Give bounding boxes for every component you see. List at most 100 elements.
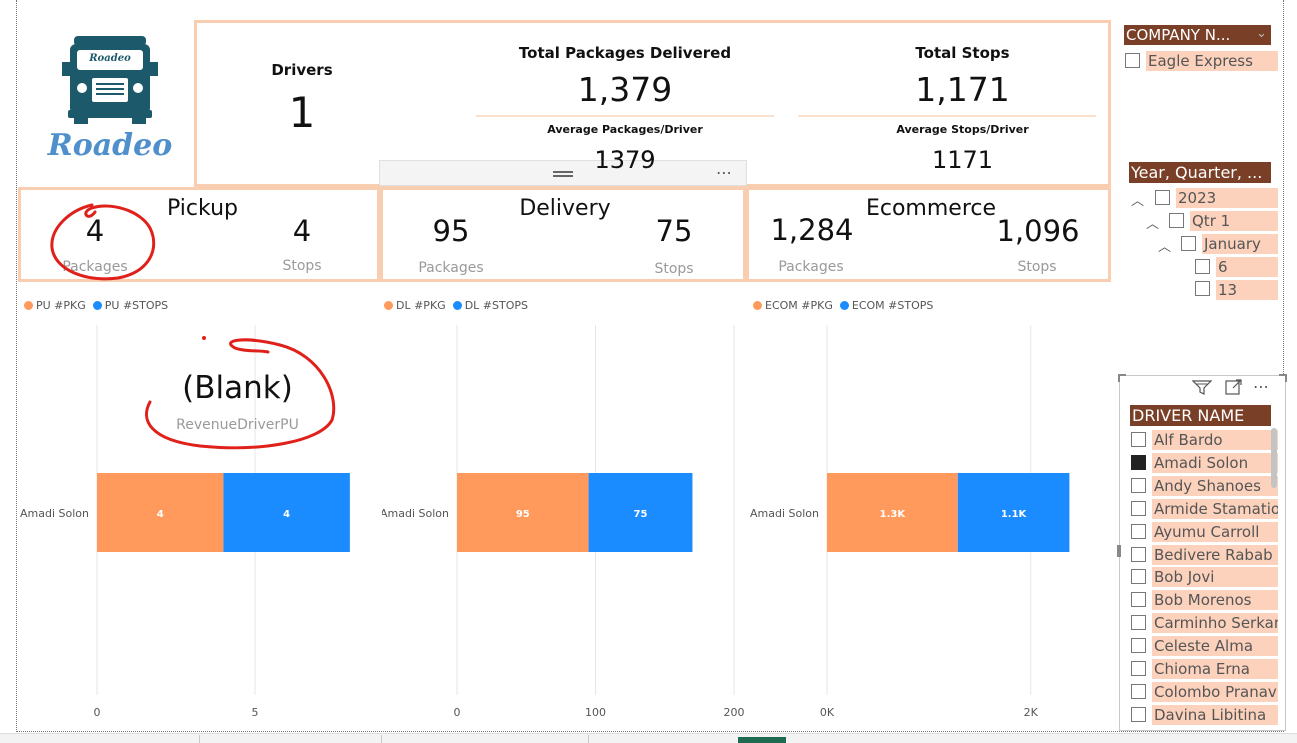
x-tick-label: 100: [585, 706, 606, 719]
driver-checkbox[interactable]: [1131, 615, 1146, 631]
driver-item[interactable]: Colombo Pranav: [1152, 681, 1278, 702]
bar-stops[interactable]: [588, 473, 693, 552]
ecommerce-title: Ecommerce: [865, 196, 997, 221]
driver-checkbox[interactable]: [1131, 500, 1146, 516]
pickup-title: Pickup: [167, 196, 238, 221]
bar-packages[interactable]: [97, 473, 224, 552]
delivery-stops-value: 75: [655, 214, 693, 248]
more-options-icon[interactable]: ⋯: [1253, 377, 1269, 396]
driver-checkbox[interactable]: [1131, 683, 1146, 699]
chevron-down-icon[interactable]: ⌄: [1256, 26, 1267, 41]
resize-handle[interactable]: [1117, 545, 1121, 557]
driver-item[interactable]: Amadi Solon: [1152, 452, 1278, 473]
quarter-checkbox[interactable]: [1169, 213, 1184, 228]
focus-mode-icon[interactable]: [1225, 379, 1243, 395]
drag-handle-icon[interactable]: [553, 171, 573, 177]
driver-checkbox[interactable]: [1131, 661, 1146, 676]
pickup-stops-value: 4: [292, 214, 312, 248]
collapse-quarter-icon[interactable]: ︿: [1146, 217, 1160, 232]
active-page-tab[interactable]: [738, 737, 786, 743]
delivery-packages-label: Packages: [418, 260, 484, 276]
slicer-item-day[interactable]: 6: [1216, 257, 1278, 277]
driver-item[interactable]: Carminho Serkan: [1152, 613, 1278, 634]
tab-separator: [199, 735, 200, 743]
delivery-packages-value: 95: [432, 214, 470, 248]
drivers-title: Drivers: [271, 61, 333, 79]
bar-data-label: 1.3K: [880, 509, 907, 520]
more-options-icon[interactable]: ⋯: [716, 163, 732, 182]
driver-checkbox[interactable]: [1131, 638, 1146, 654]
category-label: Amadi Solon: [20, 507, 89, 520]
collapse-month-icon[interactable]: ︿: [1158, 240, 1172, 255]
company-checkbox[interactable]: [1125, 53, 1140, 68]
driver-checkbox[interactable]: [1131, 546, 1146, 562]
day-checkbox[interactable]: [1195, 259, 1210, 274]
visual-header-toolbar[interactable]: ⋯: [379, 160, 747, 186]
x-tick-label: 0K: [820, 706, 835, 719]
slicer-item-month[interactable]: January: [1202, 234, 1278, 254]
driver-item[interactable]: Bob Morenos: [1152, 590, 1278, 611]
slicer-item-year[interactable]: 2023: [1176, 188, 1278, 208]
driver-item[interactable]: Andy Shanoes: [1152, 475, 1278, 496]
x-tick-label: 200: [724, 706, 745, 719]
driver-checkbox[interactable]: [1131, 454, 1146, 470]
driver-item[interactable]: Ayumu Carroll: [1152, 521, 1278, 542]
delivery-bar-chart[interactable]: 0 100 200 Amadi Solon 95 75: [382, 320, 746, 725]
annotation-dot: [202, 336, 206, 340]
driver-item[interactable]: Chioma Erna: [1152, 659, 1278, 679]
x-tick-label: 0: [454, 706, 461, 719]
legend-label: ECOM #STOPS: [851, 299, 934, 312]
slicer-item-day[interactable]: 13: [1216, 280, 1278, 300]
driver-checkbox[interactable]: [1131, 569, 1146, 585]
delivery-chart-legend: DL #PKG DL #STOPS: [384, 299, 528, 312]
driver-checkbox[interactable]: [1131, 706, 1146, 722]
annotation-circle-pickup: [50, 203, 156, 281]
ecommerce-packages-value: 1,284: [770, 213, 854, 247]
day-checkbox[interactable]: [1195, 281, 1210, 296]
slicer-item-quarter[interactable]: Qtr 1: [1190, 211, 1278, 231]
date-slicer-header: Year, Quarter, ...: [1129, 162, 1271, 183]
bar-packages[interactable]: [457, 473, 589, 552]
driver-checkbox[interactable]: [1131, 477, 1146, 493]
truck-icon: [62, 36, 158, 124]
legend-swatch-blue: [92, 301, 102, 310]
driver-checkbox[interactable]: [1131, 432, 1146, 447]
company-item-eagle-express[interactable]: Eagle Express: [1146, 51, 1278, 71]
delivery-card: [380, 187, 746, 282]
driver-list-scrollbar[interactable]: [1271, 428, 1277, 488]
driver-checkbox[interactable]: [1131, 523, 1146, 539]
page-tab-bar: [0, 733, 1297, 743]
driver-checkbox[interactable]: [1131, 592, 1146, 608]
pickup-bar-chart[interactable]: 0 5 Amadi Solon 4 4: [20, 320, 380, 725]
bar-stops[interactable]: [223, 473, 350, 552]
filter-icon[interactable]: [1191, 379, 1213, 395]
page-border-bottom: [16, 731, 1284, 732]
drivers-value: 1: [288, 88, 316, 137]
pickup-chart-legend: PU #PKG PU #STOPS: [24, 299, 168, 312]
collapse-year-icon[interactable]: ︿: [1131, 194, 1145, 209]
resize-handle[interactable]: [1279, 374, 1287, 382]
tab-separator: [588, 735, 589, 743]
bar-stops[interactable]: [957, 473, 1070, 552]
driver-item[interactable]: Bedivere Rabab: [1152, 544, 1278, 565]
bar-packages[interactable]: [827, 473, 958, 552]
legend-label: DL #STOPS: [464, 299, 528, 312]
ecommerce-bar-chart[interactable]: 0K 2K Amadi Solon 1.3K 1.1K: [750, 320, 1112, 725]
logo-text: Roadeo: [47, 128, 173, 163]
driver-item[interactable]: Alf Bardo: [1152, 430, 1278, 450]
month-checkbox[interactable]: [1181, 236, 1196, 251]
legend-swatch-orange: [384, 301, 393, 310]
driver-item[interactable]: Bob Jovi: [1152, 567, 1278, 588]
total-stops-value: 1,171: [915, 70, 1010, 109]
bar-data-label: 75: [634, 509, 648, 520]
driver-item[interactable]: Armide Stamatios: [1152, 498, 1278, 519]
x-tick-label: 5: [252, 706, 259, 719]
pickup-packages-value: 4: [85, 214, 105, 248]
resize-handle[interactable]: [1118, 374, 1126, 382]
legend-swatch-orange: [753, 301, 762, 310]
logo-badge: Roadeo: [89, 53, 131, 64]
driver-item[interactable]: Davina Libitina: [1152, 704, 1278, 725]
year-checkbox[interactable]: [1155, 190, 1170, 205]
avg-stops-title: Average Stops/Driver: [896, 123, 1029, 136]
driver-item[interactable]: Celeste Alma: [1152, 636, 1278, 657]
